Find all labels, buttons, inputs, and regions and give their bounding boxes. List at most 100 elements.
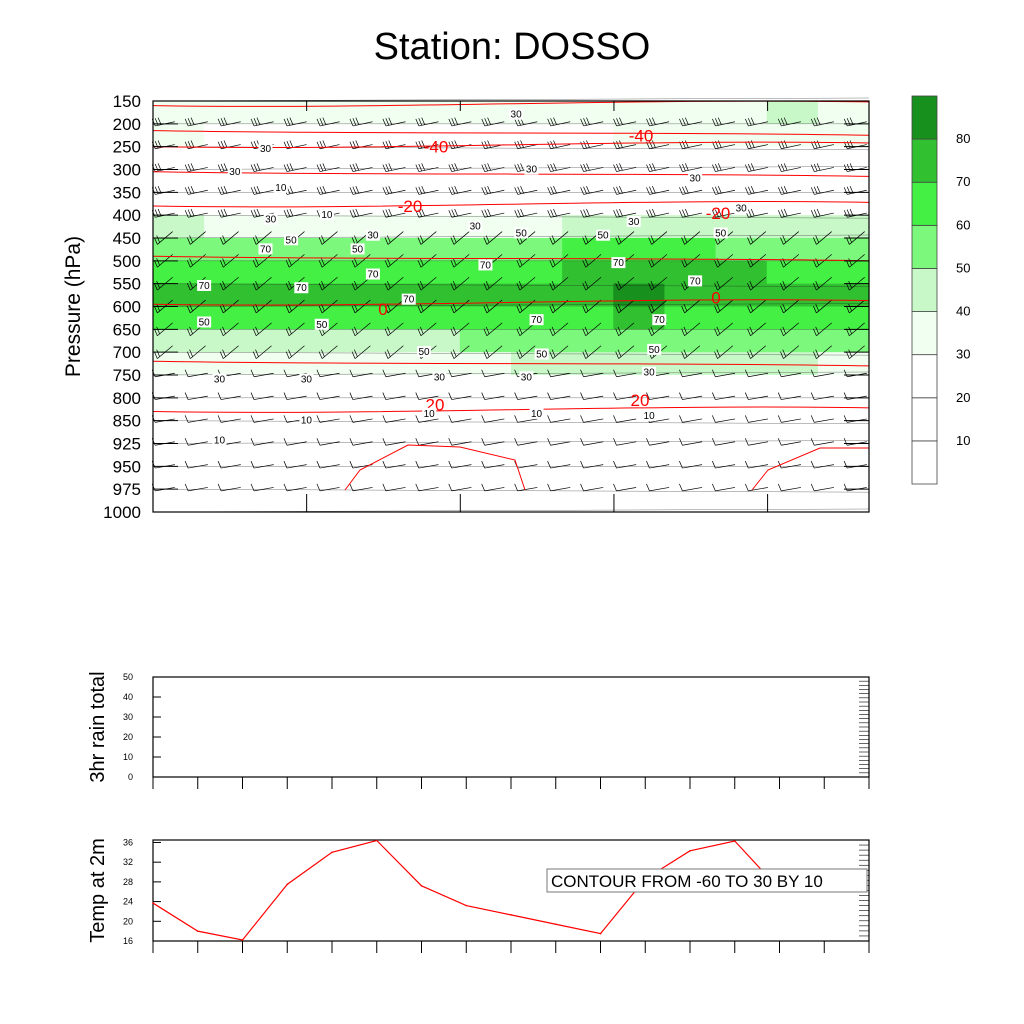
barb-flag [421, 117, 426, 125]
barb-flag [448, 392, 453, 400]
y-tick-label: 950 [113, 457, 141, 476]
contour-label: 50 [534, 348, 549, 360]
isotherm-line [152, 201, 870, 208]
barb-shaft [781, 464, 802, 469]
barb-flag [483, 305, 488, 314]
barb-shaft [319, 464, 340, 469]
barb-flag [613, 369, 617, 377]
barb-flag [217, 415, 222, 423]
barb-flag [712, 415, 716, 423]
wind-barb [516, 254, 536, 268]
wind-barb [384, 276, 404, 291]
contour-label: 50 [284, 234, 299, 246]
barb-flag [250, 415, 255, 423]
barb-flag [714, 260, 718, 268]
barb-flag [843, 210, 848, 218]
humidity-cell [817, 489, 870, 513]
barb-shaft [484, 212, 505, 218]
barb-flag [547, 118, 551, 127]
barb-shaft [649, 144, 670, 150]
barb-flag [285, 351, 290, 359]
barb-flag [815, 349, 820, 357]
barb-shaft [550, 464, 571, 469]
barb-flag [415, 392, 420, 400]
barb-shaft [418, 121, 439, 127]
contour-label-text: 30 [434, 372, 446, 383]
wind-barb [810, 460, 834, 469]
isotherm-label: -20 [706, 204, 731, 223]
barb-flag [255, 235, 259, 243]
rain-y-tick-label: 20 [123, 732, 133, 742]
barb-shaft [616, 144, 637, 150]
contour-label-bg [258, 142, 273, 154]
humidity-cell [204, 238, 256, 262]
barb-shaft [319, 372, 340, 378]
wind-barb [547, 163, 571, 172]
barb-shaft [748, 487, 769, 492]
barb-shaft [451, 395, 472, 400]
barb-flag [481, 164, 486, 172]
wind-barb [217, 483, 241, 492]
barb-flag [451, 209, 456, 217]
wind-barb [549, 276, 569, 291]
barb-flag [549, 328, 554, 336]
wind-barb [252, 254, 272, 268]
barb-flag [744, 369, 749, 377]
barb-flag [550, 209, 554, 217]
contour-label-text: 70 [296, 283, 308, 294]
contour-label: 50 [713, 227, 728, 239]
humidity-cell [766, 397, 819, 422]
wind-barb [283, 208, 307, 218]
humidity-cell [613, 420, 666, 445]
barb-flag [219, 328, 224, 336]
barb-flag [156, 258, 160, 266]
barb-flag [613, 460, 617, 469]
barb-shaft [451, 189, 472, 195]
isotherm-line [344, 444, 526, 491]
barb-flag [547, 438, 551, 446]
humidity-cell [715, 215, 768, 239]
barb-flag [448, 118, 453, 127]
barb-flag [454, 140, 458, 148]
contour-label-bg [734, 202, 749, 214]
humidity-cell [255, 101, 308, 125]
barb-flag [516, 305, 521, 314]
barb-shaft [583, 487, 604, 492]
barb-flag [843, 369, 848, 377]
wind-barb [382, 208, 406, 218]
barb-shaft [220, 464, 241, 469]
barb-flag [714, 351, 718, 359]
barb-flag [485, 349, 490, 357]
humidity-cell [766, 352, 819, 376]
barb-shaft [583, 144, 604, 150]
barb-flag [714, 237, 718, 245]
wind-barb [351, 322, 371, 337]
barb-flag [750, 117, 755, 125]
wind-barb [415, 392, 439, 400]
wind-barb [450, 276, 470, 291]
barb-shaft [385, 167, 406, 172]
barb-flag [289, 117, 294, 125]
barb-shaft [715, 441, 736, 446]
barb-shaft [748, 464, 769, 469]
contour-label-text: 10 [214, 435, 226, 446]
colorbar-box [911, 311, 938, 356]
humidity-cell [613, 283, 666, 308]
humidity-cell [408, 443, 461, 467]
barb-flag [250, 392, 255, 400]
wind-barb [712, 392, 736, 400]
humidity-cell [562, 397, 614, 422]
barb-flag [385, 186, 390, 194]
wind-barb [646, 483, 670, 492]
barb-flag [777, 438, 782, 446]
wind-barb [250, 163, 274, 172]
barb-shaft [781, 167, 801, 172]
wind-barb [349, 208, 373, 218]
barb-flag [848, 349, 852, 357]
barb-flag [685, 163, 689, 171]
barb-flag [846, 328, 850, 336]
wind-barb [219, 276, 239, 291]
barb-flag [553, 163, 557, 171]
barb-flag [156, 303, 160, 312]
wind-barb [615, 231, 635, 245]
